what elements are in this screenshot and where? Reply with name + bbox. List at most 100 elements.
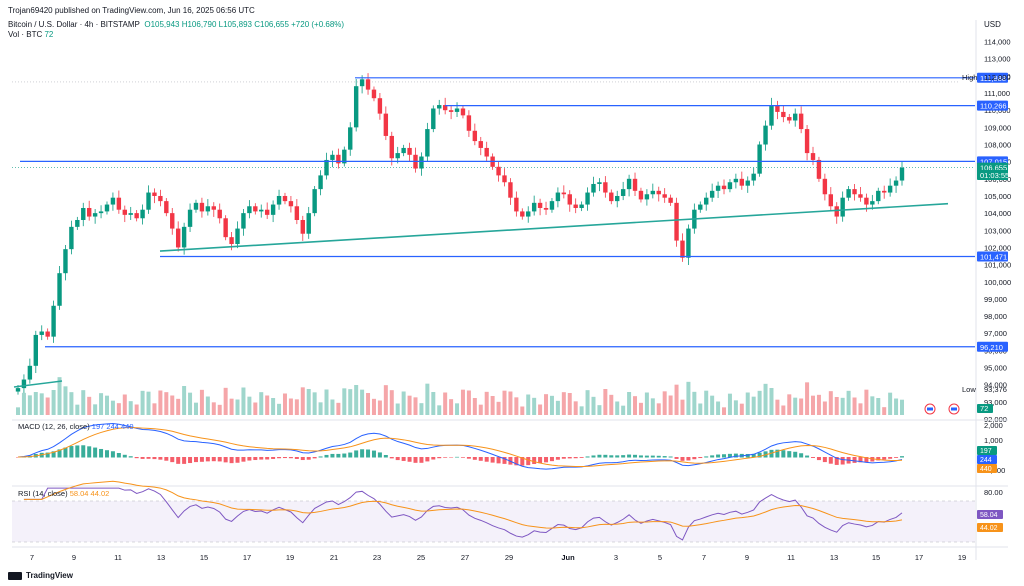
candle-body [769, 105, 774, 126]
volume-bar [603, 389, 608, 415]
volume-bar [834, 397, 839, 415]
candle-body [656, 190, 661, 195]
candle-body [549, 201, 555, 210]
macd-histogram-bar [472, 457, 477, 460]
candle-body [573, 204, 578, 208]
macd-histogram-bar [223, 457, 228, 463]
macd-histogram-bar [793, 451, 798, 458]
candle-body [514, 197, 519, 212]
time-axis-label: Jun [561, 553, 575, 562]
candle-body [502, 175, 507, 183]
rsi-label: RSI (14, close) [18, 489, 68, 498]
candle-body [264, 209, 270, 215]
symbol-header: Bitcoin / U.S. Dollar · 4h · BITSTAMP O1… [8, 20, 344, 29]
candle-body [615, 195, 620, 202]
macd-histogram-bar [164, 457, 169, 461]
candle-body [259, 209, 264, 212]
volume-bar [882, 407, 887, 415]
macd-histogram-bar [182, 457, 187, 464]
candle-body [75, 219, 80, 227]
volume-bar [502, 390, 507, 415]
macd-histogram-bar [110, 451, 115, 458]
time-axis-label: 9 [72, 553, 76, 562]
volume-bar [146, 391, 151, 415]
macd-histogram-bar [401, 457, 406, 461]
macd-histogram-bar [294, 457, 299, 459]
macd-histogram-bar [443, 457, 448, 458]
macd-histogram-bar [751, 453, 756, 458]
candle-body [205, 206, 211, 212]
time-axis-label: 7 [702, 553, 706, 562]
volume-bar [377, 400, 382, 415]
macd-histogram-bar [360, 449, 365, 458]
candle-body [680, 240, 685, 258]
price-axis-label: 108,000 [984, 141, 1011, 150]
volume-bar [828, 391, 833, 415]
candle-body [781, 111, 786, 118]
volume-bar [484, 391, 489, 415]
volume-bar [27, 395, 32, 415]
volume-bar [199, 389, 204, 415]
volume-bar [698, 403, 703, 415]
volume-bar [443, 392, 448, 415]
macd-histogram-bar [757, 452, 762, 458]
candle-body [306, 213, 311, 234]
volume-bar [401, 391, 406, 415]
macd-histogram-bar [597, 454, 602, 458]
volume-bar [277, 403, 282, 415]
macd-histogram-bar [312, 457, 317, 459]
rsi-value-badge-label: 44.02 [980, 525, 998, 532]
volume-badge [977, 404, 993, 413]
candle-body [122, 209, 127, 215]
macd-histogram-bar [579, 457, 584, 458]
volume-bar [164, 392, 169, 415]
volume-bar [822, 401, 827, 415]
macd-histogram-bar [834, 457, 839, 465]
volume-bar [633, 396, 638, 415]
volume-bar [16, 407, 20, 415]
macd-histogram-bar [324, 454, 329, 458]
macd-histogram-bar [490, 457, 495, 463]
low-value: 93,376 [984, 385, 1007, 394]
volume-bar [99, 393, 104, 415]
macd-histogram-bar [520, 457, 525, 466]
volume-bar [104, 395, 109, 415]
candle-body [858, 194, 863, 198]
candle-body [211, 206, 216, 210]
candle-body [181, 226, 187, 248]
macd-histogram-bar [383, 454, 388, 458]
volume-bar [739, 403, 744, 415]
candle-body [15, 388, 21, 392]
macd-histogram-bar [549, 457, 554, 462]
candle-body [389, 135, 394, 159]
volume-bar [116, 403, 121, 415]
volume-bar [609, 394, 614, 415]
macd-histogram-bar [134, 457, 139, 459]
volume-header: Vol · BTC 72 [8, 30, 53, 39]
volume-bar [259, 392, 264, 415]
macd-histogram-bar [680, 457, 685, 461]
volume-bar [686, 381, 691, 415]
macd-histogram-bar [193, 457, 198, 463]
volume-bar [223, 387, 228, 415]
macd-histogram-bar [45, 452, 50, 458]
time-axis-label: 13 [830, 553, 838, 562]
candle-body [348, 127, 353, 150]
candle-body [751, 173, 756, 181]
candle-body [359, 79, 365, 87]
candle-body [170, 213, 175, 229]
candle-body [104, 204, 110, 212]
tradingview-icon [8, 571, 22, 580]
macd-histogram-bar [852, 457, 857, 463]
event-flag-icon [927, 407, 933, 411]
candle-body [828, 194, 834, 207]
time-axis-label: 21 [330, 553, 338, 562]
price-axis-label: 93,000 [984, 398, 1007, 407]
macd-histogram-bar [188, 457, 193, 464]
volume-bar [134, 404, 139, 415]
volume-bar [383, 385, 388, 415]
macd-histogram-bar [698, 457, 703, 459]
macd-histogram-bar [395, 457, 400, 461]
macd-histogram-bar [526, 457, 531, 466]
